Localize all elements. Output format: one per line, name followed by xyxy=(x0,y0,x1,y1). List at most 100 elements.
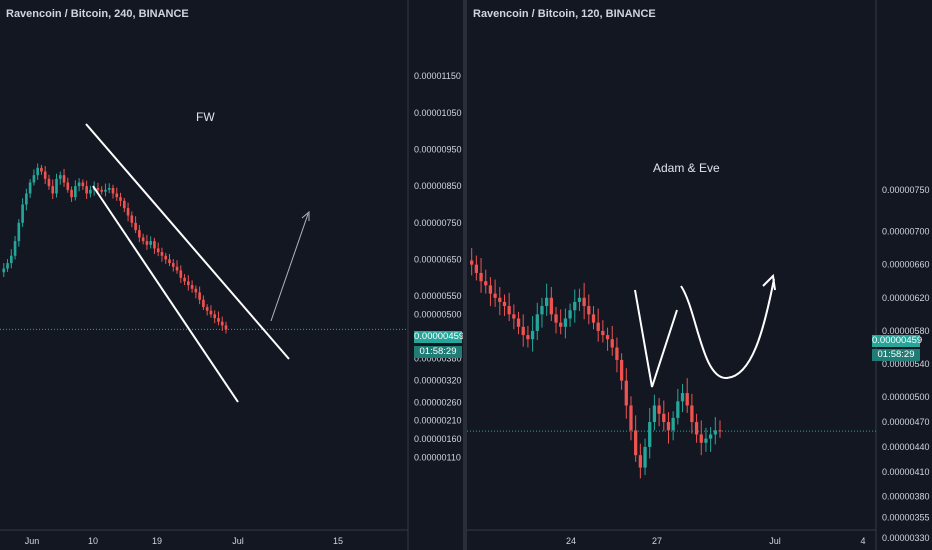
y-tick-label: 0.00000210 xyxy=(414,416,462,426)
annotation-fw: FW xyxy=(196,110,215,124)
candle-body xyxy=(213,314,217,319)
candle-body xyxy=(624,380,628,406)
candle-body xyxy=(130,215,134,223)
candle-body xyxy=(36,167,39,176)
candle-body xyxy=(149,241,152,245)
candle-body xyxy=(13,241,17,256)
candle-body xyxy=(183,277,186,282)
x-tick-label: 10 xyxy=(88,536,98,546)
candle-body xyxy=(694,422,699,435)
candle-body xyxy=(671,417,675,431)
candle-body xyxy=(126,208,130,216)
countdown-label: 01:58:29 xyxy=(872,349,920,361)
candle-body xyxy=(190,285,194,289)
candle-body xyxy=(680,393,685,402)
candle-body xyxy=(713,430,717,435)
candle-body xyxy=(652,405,657,423)
candle-body xyxy=(629,405,633,431)
candlestick-chart-left[interactable]: 0.00001150 0.00001050 0.00000950 0.00000850… xyxy=(0,0,463,550)
chart-panel-right[interactable]: 0.00000750 0.00000700 0.00000660 0.00000620… xyxy=(467,0,932,550)
candle-body xyxy=(115,193,119,198)
candle-body xyxy=(526,335,530,340)
candle-body xyxy=(122,200,126,209)
candle-body xyxy=(521,326,525,336)
y-tick-label: 0.00000580 xyxy=(882,326,930,336)
candle-body xyxy=(549,297,553,315)
y-tick-label: 0.00000660 xyxy=(882,260,930,270)
adam-spike-line xyxy=(634,289,678,388)
wedge-lower-line xyxy=(92,185,239,403)
candle-body xyxy=(470,260,474,265)
candle-body xyxy=(619,359,624,381)
last-price-label: 0.00000459 xyxy=(872,335,923,347)
candle-body xyxy=(488,285,493,294)
candle-body xyxy=(545,297,549,307)
y-tick-label: 0.00000750 xyxy=(414,218,462,228)
candle-body xyxy=(89,189,92,194)
projection-arrow-head xyxy=(301,210,310,221)
candle-body xyxy=(145,241,149,245)
candle-body xyxy=(638,455,642,468)
candle-body xyxy=(179,270,183,278)
y-tick-label: 0.00000410 xyxy=(882,467,930,477)
y-tick-label: 0.00000620 xyxy=(882,293,930,303)
candle-body xyxy=(194,288,198,293)
candle-body xyxy=(220,321,224,326)
y-tick-label: 0.00000380 xyxy=(414,353,462,363)
candle-body xyxy=(657,405,661,414)
y-tick-label: 0.00000550 xyxy=(414,291,462,301)
candle-body xyxy=(119,197,122,201)
candle-body xyxy=(198,292,201,300)
candle-body xyxy=(81,182,85,187)
candle-body xyxy=(502,301,507,307)
candle-body xyxy=(141,237,145,242)
candle-body xyxy=(21,204,24,223)
x-tick-label: 27 xyxy=(652,536,662,546)
chart-panel-left[interactable]: 0.00001150 0.00001050 0.00000950 0.00000850… xyxy=(0,0,465,550)
candle-body xyxy=(66,182,70,190)
candle-body xyxy=(28,182,32,194)
last-price-label: 0.00000459 xyxy=(414,331,465,343)
candle-body xyxy=(224,325,228,330)
candle-body xyxy=(9,255,13,264)
candle-body xyxy=(605,335,610,340)
candle-body xyxy=(582,297,586,307)
candle-body xyxy=(704,438,708,443)
candle-body xyxy=(58,175,62,179)
x-tick-label: 24 xyxy=(566,536,576,546)
y-tick-label: 0.00000540 xyxy=(882,359,930,369)
y-tick-label: 0.00000500 xyxy=(882,392,930,402)
y-tick-label: 0.00000355 xyxy=(882,512,930,522)
candle-body xyxy=(51,186,55,194)
candle-body xyxy=(70,189,73,198)
panel-divider[interactable] xyxy=(463,0,467,550)
candle-body xyxy=(85,186,88,194)
y-tick-label: 0.00000950 xyxy=(414,145,462,155)
candle-body xyxy=(708,434,713,439)
eve-curve-line xyxy=(680,278,775,380)
candle-body xyxy=(685,393,689,406)
candle-body xyxy=(209,310,213,315)
candle-body xyxy=(107,187,111,190)
candle-body xyxy=(554,314,558,323)
candle-body xyxy=(111,187,115,194)
y-tick-label: 0.00000330 xyxy=(882,533,930,543)
candle-body xyxy=(479,272,483,282)
candle-body xyxy=(484,281,488,286)
candle-body xyxy=(699,434,703,443)
y-tick-label: 0.00000750 xyxy=(882,185,930,195)
x-tick-label: Jun xyxy=(25,536,40,546)
candle-body xyxy=(559,322,563,327)
candlestick-chart-right[interactable]: 0.00000750 0.00000700 0.00000660 0.00000620… xyxy=(467,0,932,550)
wedge-upper-line xyxy=(85,123,290,360)
candle-body xyxy=(601,330,605,336)
y-tick-label: 0.00001150 xyxy=(414,71,461,81)
candle-body xyxy=(615,347,619,360)
y-tick-label: 0.00001050 xyxy=(414,108,462,118)
candle-body xyxy=(516,318,521,327)
candle-body xyxy=(74,186,77,198)
candle-body xyxy=(666,422,671,431)
candle-body xyxy=(160,252,164,256)
y-tick-label: 0.00000380 xyxy=(882,492,930,502)
x-tick-label: 15 xyxy=(333,536,343,546)
